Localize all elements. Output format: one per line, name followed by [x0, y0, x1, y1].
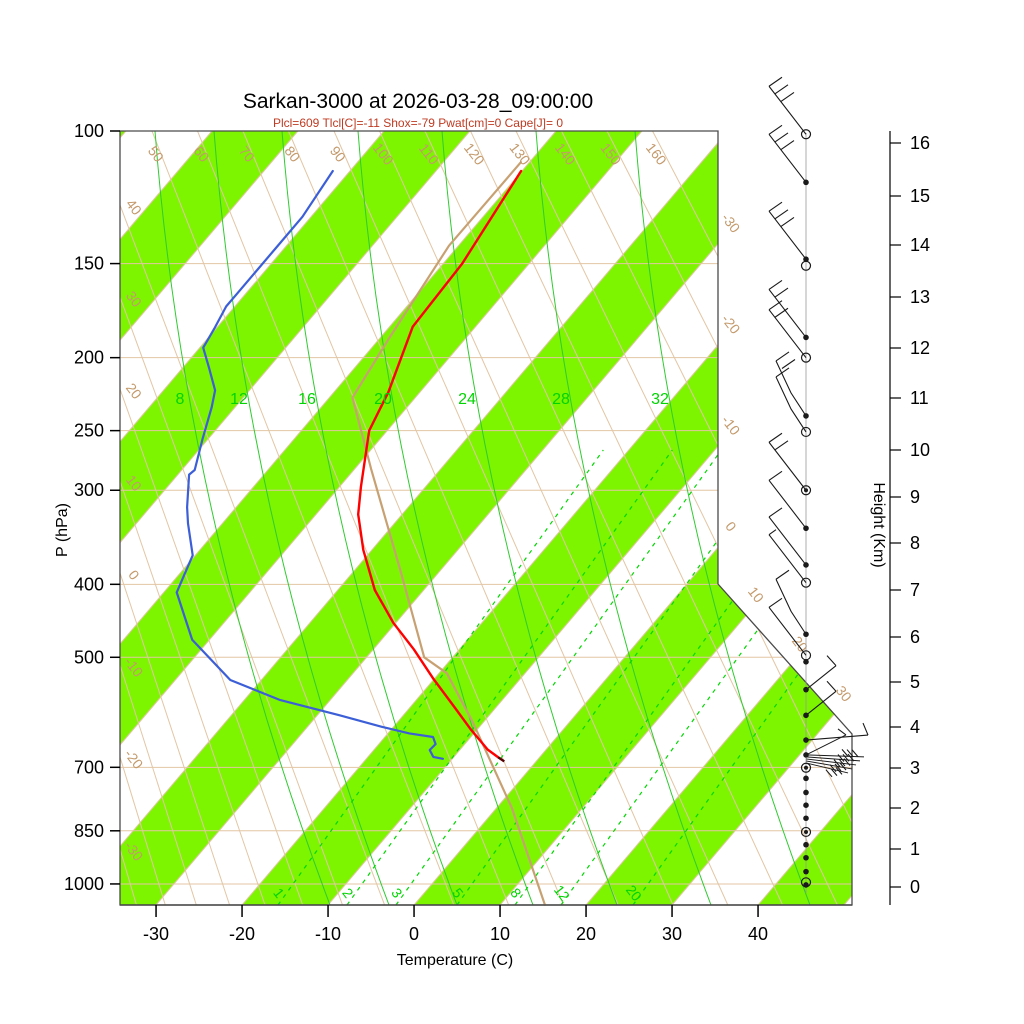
- svg-text:1000: 1000: [64, 874, 104, 894]
- svg-text:40: 40: [748, 924, 768, 944]
- svg-text:300: 300: [74, 480, 104, 500]
- svg-text:0: 0: [722, 518, 740, 534]
- svg-text:2: 2: [910, 798, 920, 818]
- svg-text:-20: -20: [229, 924, 255, 944]
- svg-text:12: 12: [551, 882, 573, 904]
- svg-text:4: 4: [910, 717, 920, 737]
- svg-text:-30: -30: [718, 210, 743, 236]
- svg-text:100: 100: [74, 121, 104, 141]
- wind-barbs: [768, 76, 869, 893]
- svg-text:3: 3: [388, 885, 406, 901]
- svg-text:0: 0: [409, 924, 419, 944]
- svg-text:0: 0: [125, 567, 143, 583]
- svg-text:10: 10: [490, 924, 510, 944]
- svg-text:Temperature (C): Temperature (C): [397, 952, 513, 969]
- svg-text:10: 10: [745, 583, 767, 605]
- svg-text:250: 250: [74, 421, 104, 441]
- svg-text:-10: -10: [315, 924, 341, 944]
- svg-text:400: 400: [74, 574, 104, 594]
- svg-text:Height (Km): Height (Km): [870, 482, 887, 567]
- svg-text:0: 0: [910, 877, 920, 897]
- mixing-ratio-lines: [277, 449, 852, 905]
- svg-text:160: 160: [643, 140, 670, 168]
- moist-adiabat-labels: 8 12 16 20 24 28 32: [176, 391, 669, 408]
- svg-text:850: 850: [74, 821, 104, 841]
- svg-text:-10: -10: [718, 412, 743, 438]
- svg-text:11: 11: [910, 388, 929, 408]
- svg-text:6: 6: [910, 627, 920, 647]
- svg-text:16: 16: [910, 133, 930, 153]
- svg-text:7: 7: [910, 580, 920, 600]
- parcel-curve: [351, 161, 546, 906]
- svg-text:13: 13: [910, 287, 930, 307]
- svg-text:3: 3: [910, 758, 920, 778]
- svg-text:30: 30: [662, 924, 682, 944]
- svg-text:10: 10: [910, 440, 930, 460]
- svg-text:20: 20: [576, 924, 596, 944]
- svg-text:500: 500: [74, 647, 104, 667]
- svg-text:8: 8: [176, 391, 185, 408]
- svg-text:15: 15: [910, 186, 930, 206]
- svg-text:12: 12: [230, 391, 248, 408]
- svg-text:24: 24: [458, 391, 476, 408]
- pressure-axis: 100 150 200 250 300 400 500 700 850 1000 P (hPa): [54, 121, 120, 894]
- svg-text:-20: -20: [718, 311, 743, 337]
- svg-text:120: 120: [461, 140, 488, 168]
- svg-text:16: 16: [298, 391, 316, 408]
- svg-text:90: 90: [327, 143, 349, 165]
- svg-text:12: 12: [910, 338, 930, 358]
- svg-text:P (hPa): P (hPa): [54, 503, 71, 557]
- dewpoint-curve: [175, 169, 444, 760]
- svg-text:-20: -20: [121, 746, 146, 772]
- chart-title: Sarkan-3000 at 2026-03-28_09:00:00: [242, 90, 594, 113]
- svg-text:9: 9: [910, 487, 920, 507]
- svg-text:150: 150: [74, 254, 104, 274]
- svg-text:14: 14: [910, 235, 930, 255]
- svg-text:-30: -30: [143, 924, 169, 944]
- svg-text:700: 700: [74, 757, 104, 777]
- parcel-params-line: Plcl=609 Tlcl[C]=-11 Shox=-79 Pwat[cm]=0…: [272, 116, 564, 130]
- temperature-curve: [357, 169, 523, 763]
- svg-text:30: 30: [833, 682, 855, 704]
- svg-text:20: 20: [374, 391, 392, 408]
- svg-text:28: 28: [552, 391, 570, 408]
- temperature-axis: -30 -20 -10 0 10 20 30 40 Temperature (C): [120, 904, 852, 969]
- svg-text:20: 20: [123, 380, 145, 402]
- svg-text:8: 8: [910, 533, 920, 553]
- svg-text:200: 200: [74, 348, 104, 368]
- svg-text:32: 32: [651, 391, 669, 408]
- svg-text:5: 5: [910, 672, 920, 692]
- svg-text:1: 1: [910, 839, 920, 859]
